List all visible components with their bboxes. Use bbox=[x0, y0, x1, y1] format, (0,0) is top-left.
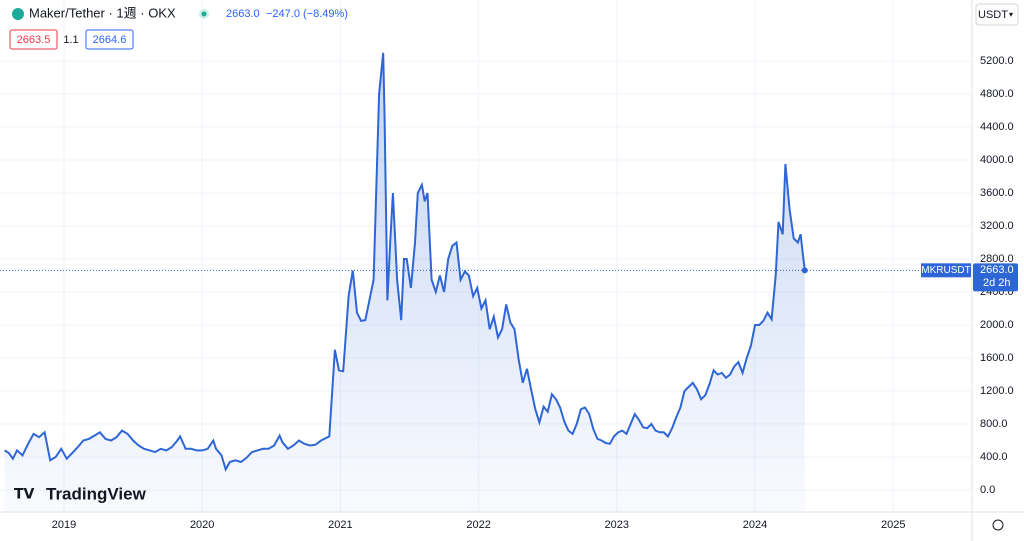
countdown: 2d 2h bbox=[983, 277, 1011, 289]
y-tick-label: 4800.0 bbox=[980, 88, 1014, 100]
ticker-badge bbox=[921, 263, 971, 278]
header-change: −247.0 (−8.49%) bbox=[266, 8, 348, 20]
symbol-logo bbox=[12, 8, 24, 20]
currency[interactable]: USDT bbox=[978, 9, 1008, 21]
y-tick-label: 4000.0 bbox=[980, 154, 1014, 166]
status-dot-inner bbox=[201, 11, 207, 17]
currency-button[interactable] bbox=[975, 3, 1019, 26]
x-tick-label: 2021 bbox=[328, 519, 352, 531]
last-price: 2663.0 bbox=[980, 264, 1014, 276]
y-tick-label: 2000.0 bbox=[980, 319, 1014, 331]
x-tick-label: 2022 bbox=[466, 519, 490, 531]
ticker: MKRUSDT bbox=[921, 265, 970, 276]
y-tick-label: 3600.0 bbox=[980, 187, 1014, 199]
y-tick-label: 800.0 bbox=[980, 418, 1008, 430]
bid-box[interactable] bbox=[9, 29, 58, 50]
y-tick-label: 1200.0 bbox=[980, 385, 1014, 397]
y-tick-label: 1600.0 bbox=[980, 352, 1014, 364]
y-tick-label: 400.0 bbox=[980, 451, 1008, 463]
x-tick-label: 2019 bbox=[52, 519, 76, 531]
ask-box[interactable] bbox=[85, 29, 134, 50]
y-tick-label: 5200.0 bbox=[980, 55, 1014, 67]
x-tick-label: 2020 bbox=[190, 519, 214, 531]
brand: TradingView bbox=[46, 484, 147, 503]
x-tick-label: 2023 bbox=[605, 519, 629, 531]
price-line bbox=[4, 52, 806, 472]
ask[interactable]: 2664.6 bbox=[93, 34, 127, 46]
price-badge bbox=[973, 263, 1018, 292]
x-tick-label: 2024 bbox=[743, 519, 767, 531]
bid[interactable]: 2663.5 bbox=[17, 34, 51, 46]
y-tick-label: 0.0 bbox=[980, 484, 995, 496]
dropdown-arrow[interactable]: ▾ bbox=[1009, 10, 1013, 19]
spread: 1.1 bbox=[63, 34, 78, 46]
settings-button[interactable] bbox=[992, 519, 1004, 531]
area-fill bbox=[4, 52, 805, 512]
logo-mark: 𝗧𝗩 bbox=[14, 486, 35, 502]
y-tick-label: 3200.0 bbox=[980, 220, 1014, 232]
header-price: 2663.0 bbox=[226, 8, 260, 20]
y-tick-label: 4400.0 bbox=[980, 121, 1014, 133]
y-tick-label: 2800.0 bbox=[980, 253, 1014, 265]
symbol-title: Maker/Tether · 1週 · OKX bbox=[29, 5, 176, 20]
x-tick-label: 2025 bbox=[881, 519, 905, 531]
